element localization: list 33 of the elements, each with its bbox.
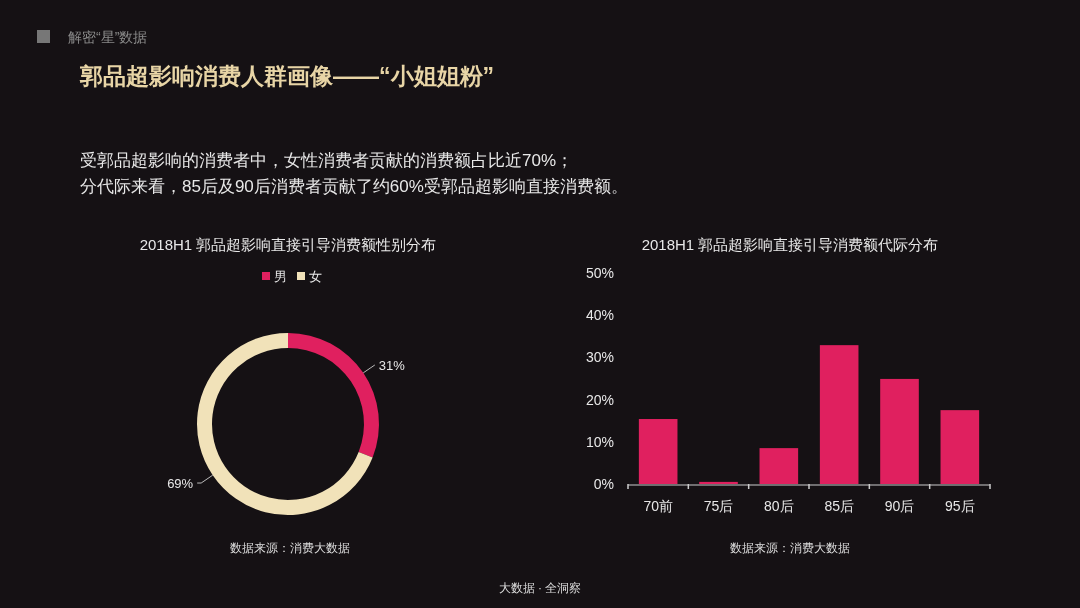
y-tick-label: 50% [585,265,614,281]
y-tick-label: 10% [585,433,614,450]
chart-title: 2018H1 郭品超影响直接引导消费额性别分布 [139,236,437,253]
data-label: 31% [378,357,406,373]
x-tick-label: 75后 [703,498,734,514]
bar [699,481,738,484]
y-tick-label: 0% [593,476,614,492]
bar [880,378,919,484]
y-tick-label: 30% [585,349,614,366]
text: 受郭品超影响的消费者中，女性消费者贡献的消费额占比近70%； [80,151,574,170]
x-tick-label: 95后 [945,498,975,514]
legend-label: 女 [309,269,322,284]
bar [940,410,980,484]
donut-slice [288,333,379,458]
text: 解密“星”数据 [68,29,148,45]
chart-title: 2018H1 郭品超影响直接引导消费额代际分布 [641,236,939,253]
bar [638,419,678,484]
bar [819,345,859,484]
text: 分代际来看，85后及90后消费者贡献了约60%受郭品超影响直接消费额。 [80,177,628,196]
legend-label: 男 [274,269,287,284]
x-tick-label: 80后 [764,498,794,514]
text: 大数据 · 全洞察 [498,581,582,595]
bar [759,448,799,484]
source-note: 数据来源：消费大数据 [230,541,350,555]
donut-slice [197,333,373,515]
x-tick-label: 90后 [884,498,915,514]
x-tick-label: 70前 [643,498,673,514]
x-tick-label: 85后 [824,498,854,514]
text: 郭品超影响消费人群画像——“小姐姐粉” [79,63,494,89]
y-tick-label: 40% [585,307,614,324]
y-tick-label: 20% [585,391,614,408]
source-note: 数据来源：消费大数据 [730,541,850,555]
data-label: 69% [167,476,194,492]
